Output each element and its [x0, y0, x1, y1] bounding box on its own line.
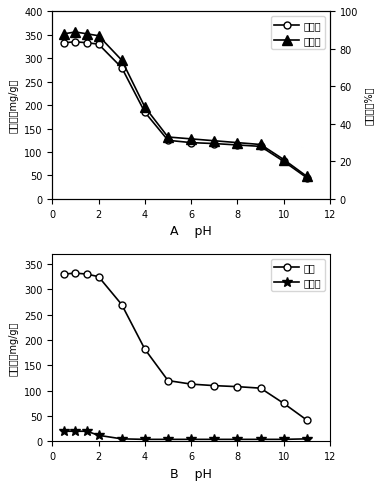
- 去除率: [96, 34, 101, 40]
- 去除率: [304, 174, 309, 180]
- 去除率: [120, 58, 124, 64]
- 去除率: [189, 137, 193, 142]
- 吸附量: [304, 176, 309, 182]
- 未改良: [235, 437, 240, 443]
- Line: 未改良: 未改良: [59, 427, 312, 444]
- 吸附量: [189, 141, 193, 146]
- 未改良: [166, 437, 170, 443]
- 改良: [258, 386, 263, 391]
- 改良: [142, 346, 147, 352]
- 吸附量: [258, 144, 263, 150]
- 未改良: [212, 437, 217, 443]
- 未改良: [96, 432, 101, 438]
- 去除率: [212, 139, 217, 144]
- Line: 改良: 改良: [60, 270, 310, 424]
- 改良: [304, 417, 309, 423]
- 改良: [62, 272, 66, 278]
- 吸附量: [235, 143, 240, 149]
- 改良: [120, 302, 124, 308]
- X-axis label: A    pH: A pH: [170, 224, 212, 238]
- 吸附量: [166, 138, 170, 144]
- 去除率: [73, 30, 78, 36]
- 改良: [73, 271, 78, 277]
- 去除率: [166, 135, 170, 141]
- 改良: [166, 378, 170, 384]
- 吸附量: [142, 110, 147, 116]
- 去除率: [62, 32, 66, 38]
- 未改良: [142, 437, 147, 443]
- 吸附量: [282, 159, 286, 165]
- 未改良: [304, 436, 309, 442]
- Legend: 改良, 未改良: 改良, 未改良: [270, 259, 325, 292]
- 未改良: [120, 436, 124, 442]
- 去除率: [282, 157, 286, 163]
- 改良: [212, 383, 217, 389]
- X-axis label: B    pH: B pH: [170, 467, 212, 480]
- 未改良: [189, 437, 193, 443]
- Y-axis label: 吸附量（mg/g）: 吸附量（mg/g）: [8, 79, 18, 133]
- 改良: [189, 382, 193, 387]
- Y-axis label: 去除率（%）: 去除率（%）: [364, 87, 374, 125]
- 吸附量: [120, 65, 124, 71]
- 去除率: [258, 142, 263, 148]
- Line: 去除率: 去除率: [59, 28, 312, 182]
- 未改良: [282, 437, 286, 443]
- 去除率: [142, 105, 147, 111]
- 改良: [96, 274, 101, 280]
- 吸附量: [212, 142, 217, 147]
- 去除率: [235, 141, 240, 146]
- 去除率: [85, 32, 89, 38]
- 未改良: [258, 437, 263, 443]
- 未改良: [73, 428, 78, 434]
- 改良: [235, 384, 240, 390]
- 吸附量: [62, 41, 66, 46]
- 吸附量: [96, 42, 101, 48]
- Y-axis label: 吸附量（mg/g）: 吸附量（mg/g）: [8, 321, 18, 375]
- 改良: [282, 401, 286, 407]
- Legend: 吸附量, 去除率: 吸附量, 去除率: [270, 17, 325, 50]
- Line: 吸附量: 吸附量: [60, 39, 310, 182]
- 改良: [85, 272, 89, 278]
- 未改良: [62, 428, 66, 434]
- 吸附量: [85, 41, 89, 46]
- 吸附量: [73, 40, 78, 46]
- 未改良: [85, 428, 89, 434]
